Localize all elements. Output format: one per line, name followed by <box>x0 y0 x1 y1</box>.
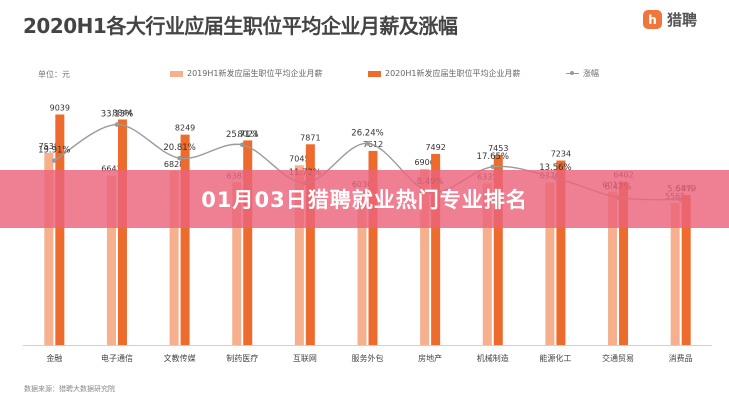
bar-2020-1 <box>117 119 127 345</box>
growth-point-0 <box>52 158 57 163</box>
category-label-2: 文教传媒 <box>164 353 196 363</box>
legend-item-2020: 2020H1新发应届生职位平均企业月薪 <box>368 68 520 79</box>
growth-point-3 <box>239 142 245 148</box>
bar-2020-9 <box>619 181 629 345</box>
bar-2019-3 <box>232 182 242 345</box>
growth-label-0: 19.91% <box>38 146 70 156</box>
label-2020-0: 9039 <box>50 104 70 113</box>
category-label-4: 互联网 <box>293 354 317 363</box>
label-2019-4: 7045 <box>289 154 309 163</box>
bar-2019-5 <box>357 191 367 345</box>
bar-2019-1 <box>106 175 116 345</box>
legend-swatch-2020 <box>368 70 381 77</box>
bar-2019-0 <box>44 152 54 345</box>
label-2020-4: 7871 <box>300 133 320 142</box>
bar-2020-2 <box>180 134 190 345</box>
label-2019-1: 6643 <box>101 165 121 174</box>
bar-2020-0 <box>55 114 65 346</box>
bar-2020-6 <box>431 153 441 345</box>
brand-logo: h 猎聘 <box>643 9 697 30</box>
legend-item-growth: 涨幅 <box>566 68 599 79</box>
category-label-5: 服务外包 <box>352 353 384 363</box>
growth-point-5 <box>365 141 370 146</box>
data-source: 数据来源：猎聘大数据研究院 <box>24 385 115 393</box>
category-label-3: 制药医疗 <box>226 353 258 363</box>
category-label-0: 金融 <box>46 353 62 363</box>
legend-label-2020: 2020H1新发应届生职位平均企业月薪 <box>385 69 521 78</box>
label-2020-7: 7453 <box>488 144 508 153</box>
category-label-10: 消费品 <box>669 353 693 363</box>
legend-line-growth <box>566 71 579 75</box>
bar-2019-6 <box>420 168 430 345</box>
growth-point-1 <box>114 122 120 127</box>
growth-label-3: 25.71% <box>226 130 258 140</box>
legend-label-2019: 2019H1新发应届生职位平均企业月薪 <box>187 69 323 78</box>
logo-text: 猎聘 <box>667 11 698 29</box>
bar-2019-7 <box>482 183 492 345</box>
growth-label-7: 17.65% <box>477 152 509 162</box>
label-2019-6: 6906 <box>414 158 434 167</box>
label-2020-1: 8844 <box>112 108 132 117</box>
growth-label-5: 26.24% <box>351 128 383 138</box>
category-label-9: 交通贸易 <box>602 353 634 363</box>
liepin-logo-icon: h <box>643 10 662 29</box>
growth-point-2 <box>177 155 182 161</box>
bar-2020-7 <box>493 154 503 345</box>
bar-2020-10 <box>681 195 691 345</box>
legend-label-growth: 涨幅 <box>583 69 599 78</box>
legend-swatch-2019 <box>170 70 183 77</box>
growth-label-2: 20.81% <box>163 143 195 153</box>
growth-label-1: 33.13% <box>101 110 133 120</box>
chart-title: 2020H1各大行业应届生职位平均企业月薪及涨幅 <box>23 14 458 38</box>
bar-2020-8 <box>556 160 566 345</box>
label-2020-8: 7234 <box>551 150 571 159</box>
bar-2019-9 <box>608 191 618 345</box>
bar-2020-5 <box>368 150 378 345</box>
growth-point-7 <box>490 164 496 170</box>
category-label-6: 房地产 <box>418 353 442 363</box>
growth-label-8: 13.56% <box>539 163 571 173</box>
label-2020-3: 8023 <box>238 129 258 138</box>
bar-2020-3 <box>243 140 253 345</box>
bar-2019-4 <box>294 165 304 345</box>
label-2019-2: 6828 <box>164 160 184 169</box>
category-label-8: 能源化工 <box>539 353 571 363</box>
unit-label: 单位：元 <box>38 70 70 79</box>
category-label-7: 机械制造 <box>477 353 509 363</box>
legend-item-2019: 2019H1新发应届生职位平均企业月薪 <box>170 68 322 79</box>
bar-2020-4 <box>305 144 315 345</box>
label-2020-2: 8249 <box>175 124 195 133</box>
headline-banner: 01月03日猎聘就业热门专业排名 <box>0 170 729 228</box>
label-2019-0: 7538 <box>39 142 59 151</box>
banner-text: 01月03日猎聘就业热门专业排名 <box>201 188 528 212</box>
bar-2019-2 <box>169 170 179 345</box>
label-2020-6: 7492 <box>425 143 445 152</box>
category-label-1: 电子通信 <box>101 353 133 363</box>
bar-2019-10 <box>670 203 680 345</box>
bar-2019-8 <box>545 182 555 345</box>
